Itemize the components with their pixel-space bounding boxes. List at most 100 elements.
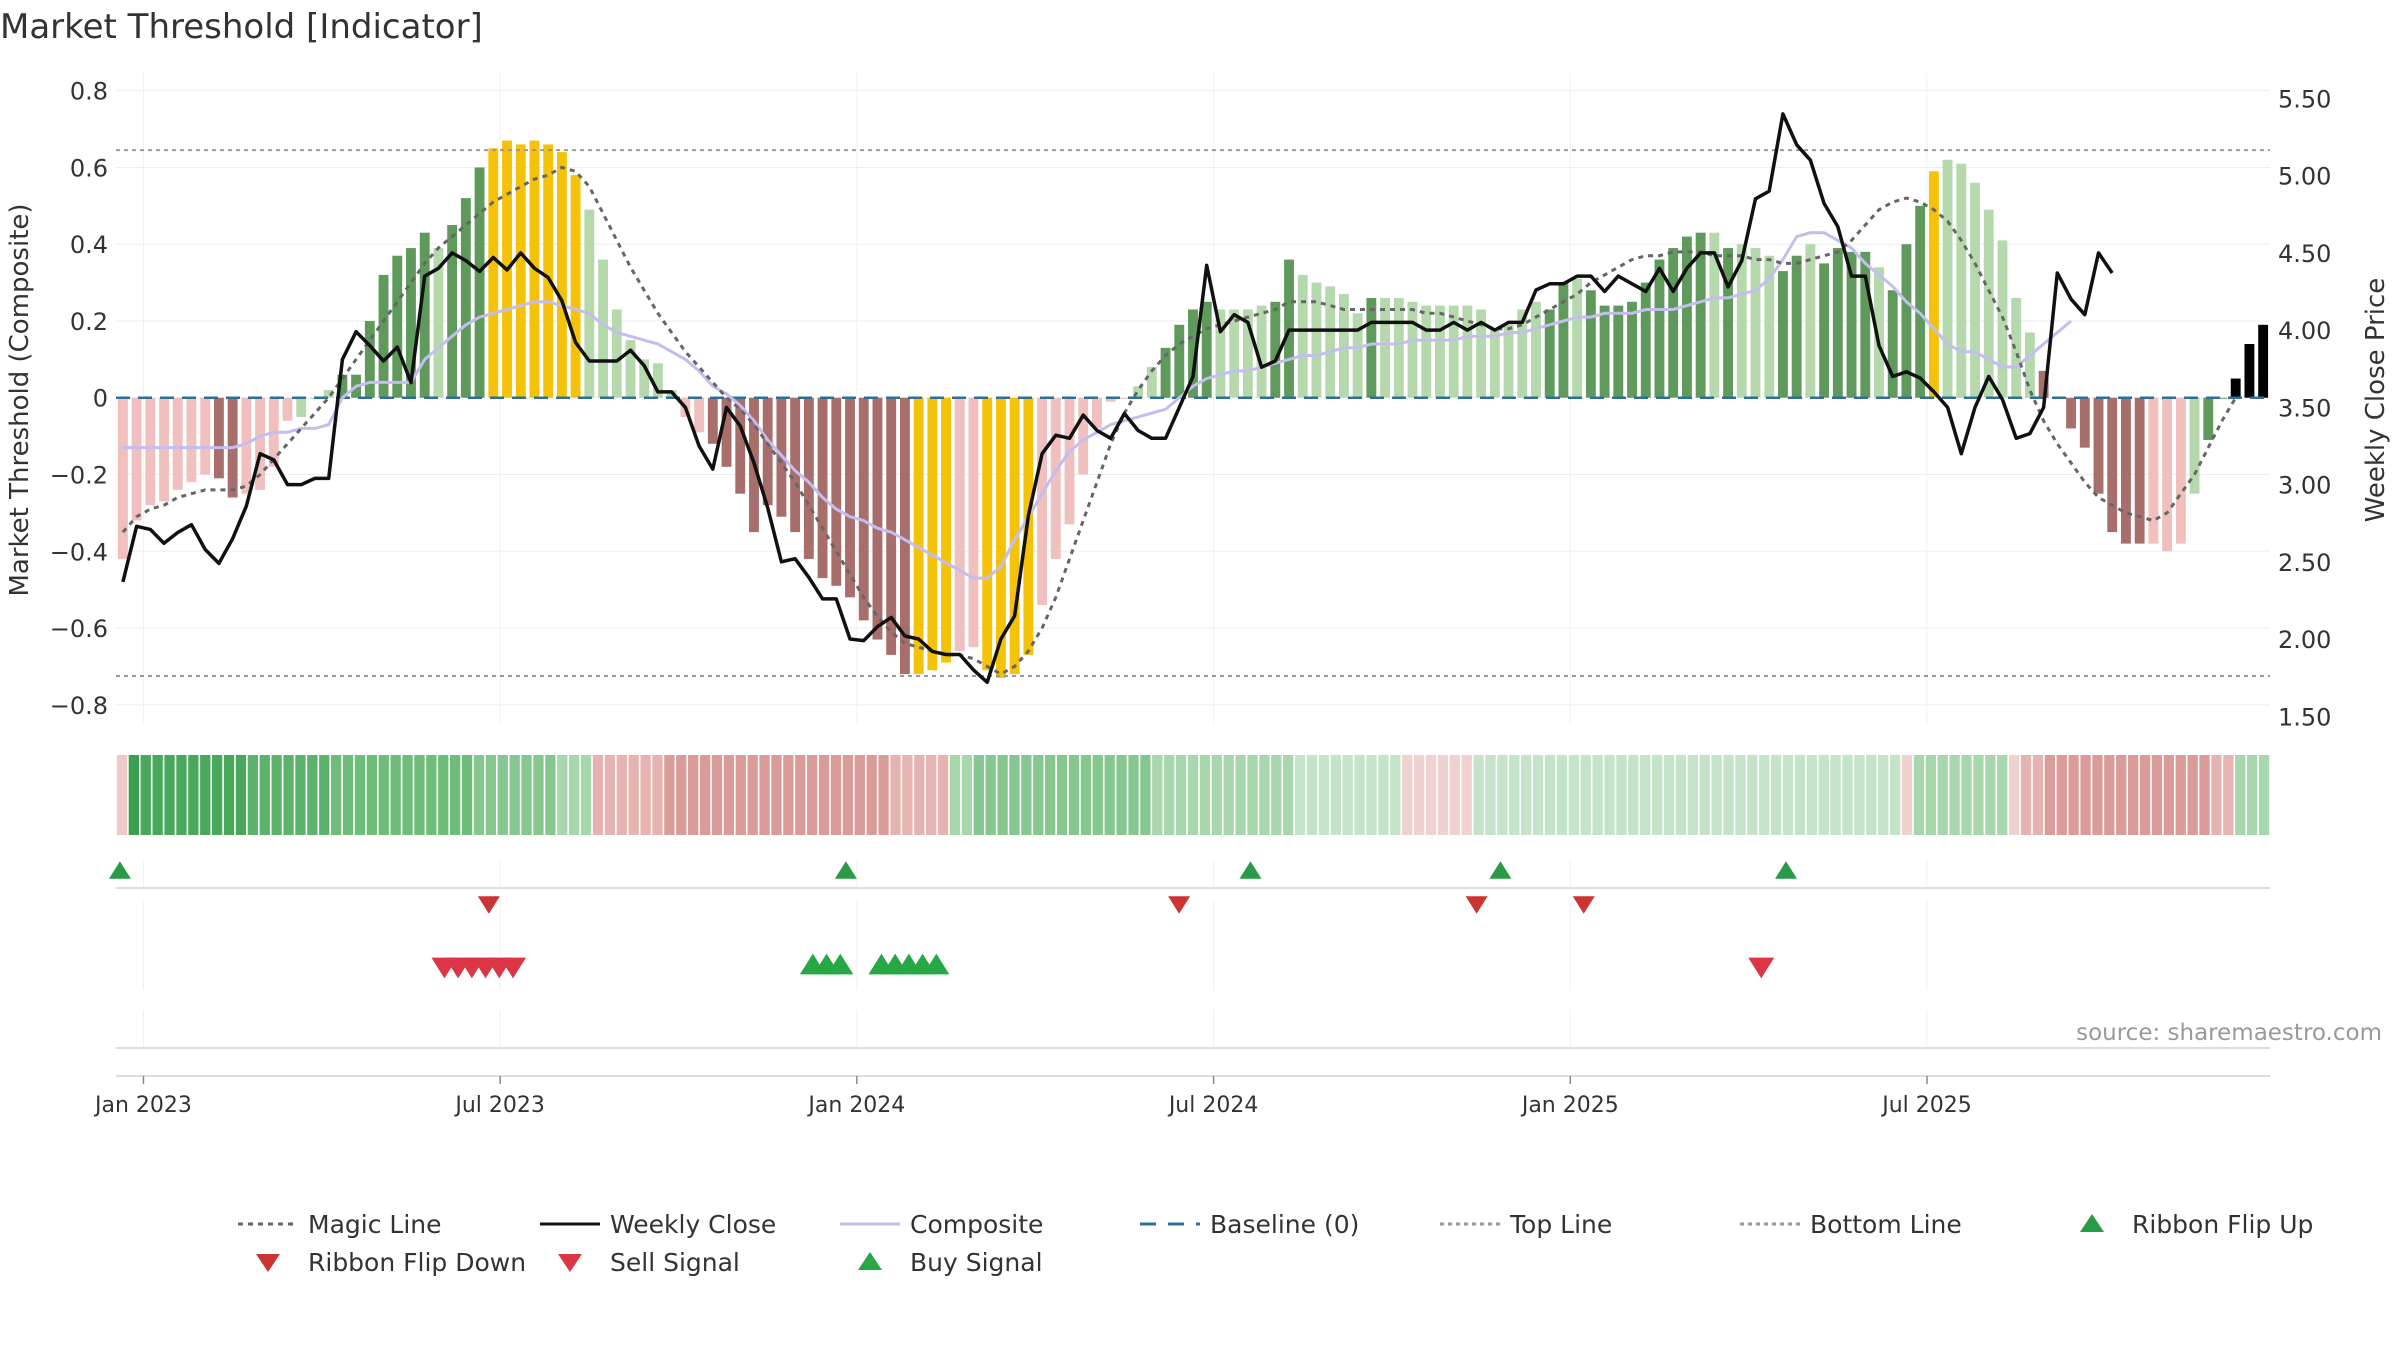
- composite-bar: [2093, 397, 2104, 494]
- composite-bar: [2162, 397, 2173, 552]
- ribbon-cell: [1318, 755, 1330, 835]
- composite-bar: [1201, 301, 1212, 398]
- composite-bar: [1860, 251, 1871, 398]
- legend-item: Top Line: [1440, 1210, 1612, 1239]
- ribbon-cell: [2032, 755, 2044, 835]
- composite-bar: [639, 359, 650, 398]
- ribbon-cell: [580, 755, 592, 835]
- ribbon-cell: [366, 755, 378, 835]
- ribbon-cell: [1021, 755, 1032, 835]
- composite-bar: [1229, 309, 1240, 398]
- ribbon-cell: [1056, 755, 1068, 835]
- composite-bar: [1517, 309, 1528, 398]
- composite-bar: [2024, 332, 2035, 398]
- ribbon-cell: [2223, 755, 2234, 835]
- composite-bar: [1558, 282, 1569, 398]
- composite-bar: [131, 397, 142, 521]
- ribbon-cell: [438, 755, 449, 835]
- composite-bar: [625, 340, 636, 398]
- ribbon-cell: [2151, 755, 2163, 835]
- ribbon-cell: [961, 755, 973, 835]
- legend-label: Weekly Close: [610, 1210, 776, 1239]
- ribbon-cell: [533, 755, 544, 835]
- ribbon-cell: [1640, 755, 1651, 835]
- ribbon-cell: [212, 755, 223, 835]
- composite-bar: [117, 397, 128, 559]
- legend-item: Magic Line: [238, 1210, 442, 1239]
- ribbon-cell: [628, 755, 639, 835]
- composite-bar: [1599, 305, 1610, 398]
- composite-bar: [392, 255, 403, 398]
- composite-bar: [1050, 397, 1061, 559]
- chart-title: Market Threshold [Indicator]: [0, 7, 483, 47]
- legend-marker: [256, 1254, 280, 1272]
- composite-bar: [1627, 301, 1637, 398]
- signal-panels: [116, 860, 2270, 1077]
- ribbon-cell: [1211, 755, 1222, 835]
- ribbon-cell: [116, 755, 128, 835]
- legend-item: Baseline (0): [1140, 1210, 1359, 1239]
- composite-bar: [1764, 255, 1775, 398]
- ribbon-flip-down-marker: [1168, 896, 1191, 914]
- ribbon-cell: [1485, 755, 1496, 835]
- ribbon-cell: [2163, 755, 2174, 835]
- ribbon-cell: [354, 755, 366, 835]
- composite-bar: [543, 144, 554, 398]
- composite-bar: [1791, 255, 1802, 398]
- composite-bar: [872, 397, 883, 640]
- ribbon-cell: [688, 755, 699, 835]
- legend-item: Weekly Close: [540, 1210, 776, 1239]
- ribbon-cell: [1437, 755, 1449, 835]
- composite-bar: [1037, 397, 1048, 606]
- ribbon-cell: [414, 755, 425, 835]
- ribbon-cell: [1854, 755, 1865, 835]
- composite-bar: [611, 309, 622, 398]
- ribbon-cell: [223, 755, 235, 835]
- ribbon-cell: [1568, 755, 1579, 835]
- y2-axis-ticks: 5.50 5.00 4.50 4.00 3.50 3.00 2.50 2.00 1.50: [2278, 85, 2331, 731]
- composite-bar: [2175, 397, 2186, 544]
- ribbon-cell: [652, 755, 663, 835]
- ribbon-cell: [1580, 755, 1591, 835]
- composite-bar: [721, 397, 732, 467]
- composite-bar: [145, 397, 156, 506]
- ribbon-cell: [247, 755, 259, 835]
- ribbon-flip-up-marker: [834, 861, 857, 879]
- ribbon-cell: [497, 755, 508, 835]
- composite-bar: [1901, 244, 1912, 398]
- ribbon-cell: [1497, 755, 1508, 835]
- ribbon-cell: [1544, 755, 1556, 835]
- ribbon-cell: [1699, 755, 1710, 835]
- composite-bar: [790, 397, 801, 533]
- composite-bar: [982, 397, 993, 671]
- ribbon-flip-up-marker: [1239, 861, 1262, 879]
- composite-bar: [172, 397, 183, 490]
- main-panel-lines: [116, 112, 2270, 685]
- ribbon-cell: [1413, 755, 1425, 835]
- ribbon-flip-down-marker: [1465, 896, 1488, 914]
- ribbon-flip-up-marker: [108, 861, 131, 879]
- ribbon-cell: [1616, 755, 1627, 835]
- composite-bar: [762, 397, 773, 506]
- composite-bar: [1544, 309, 1555, 398]
- composite-bar: [927, 397, 938, 671]
- composite-bar: [2230, 378, 2241, 398]
- ribbon-cell: [807, 755, 818, 835]
- composite-bar: [1160, 347, 1171, 398]
- legend-item: Buy Signal: [858, 1248, 1043, 1277]
- ribbon-cell: [1247, 755, 1258, 835]
- composite-bar: [1654, 259, 1665, 398]
- composite-bar: [1585, 290, 1596, 398]
- ribbon-cell: [1425, 755, 1437, 835]
- composite-bar: [1736, 244, 1747, 398]
- ribbon-cell: [1473, 755, 1484, 835]
- y2-tick-label: 2.00: [2278, 626, 2331, 654]
- composite-bar: [364, 320, 375, 398]
- ribbon-cell: [2175, 755, 2186, 835]
- y2-tick-label: 3.50: [2278, 394, 2331, 422]
- composite-bars: [117, 140, 2269, 678]
- ribbon-cell: [390, 755, 401, 835]
- ribbon-cell: [1092, 755, 1103, 835]
- ribbon-cell: [1033, 755, 1044, 835]
- ribbon-cell: [747, 755, 758, 835]
